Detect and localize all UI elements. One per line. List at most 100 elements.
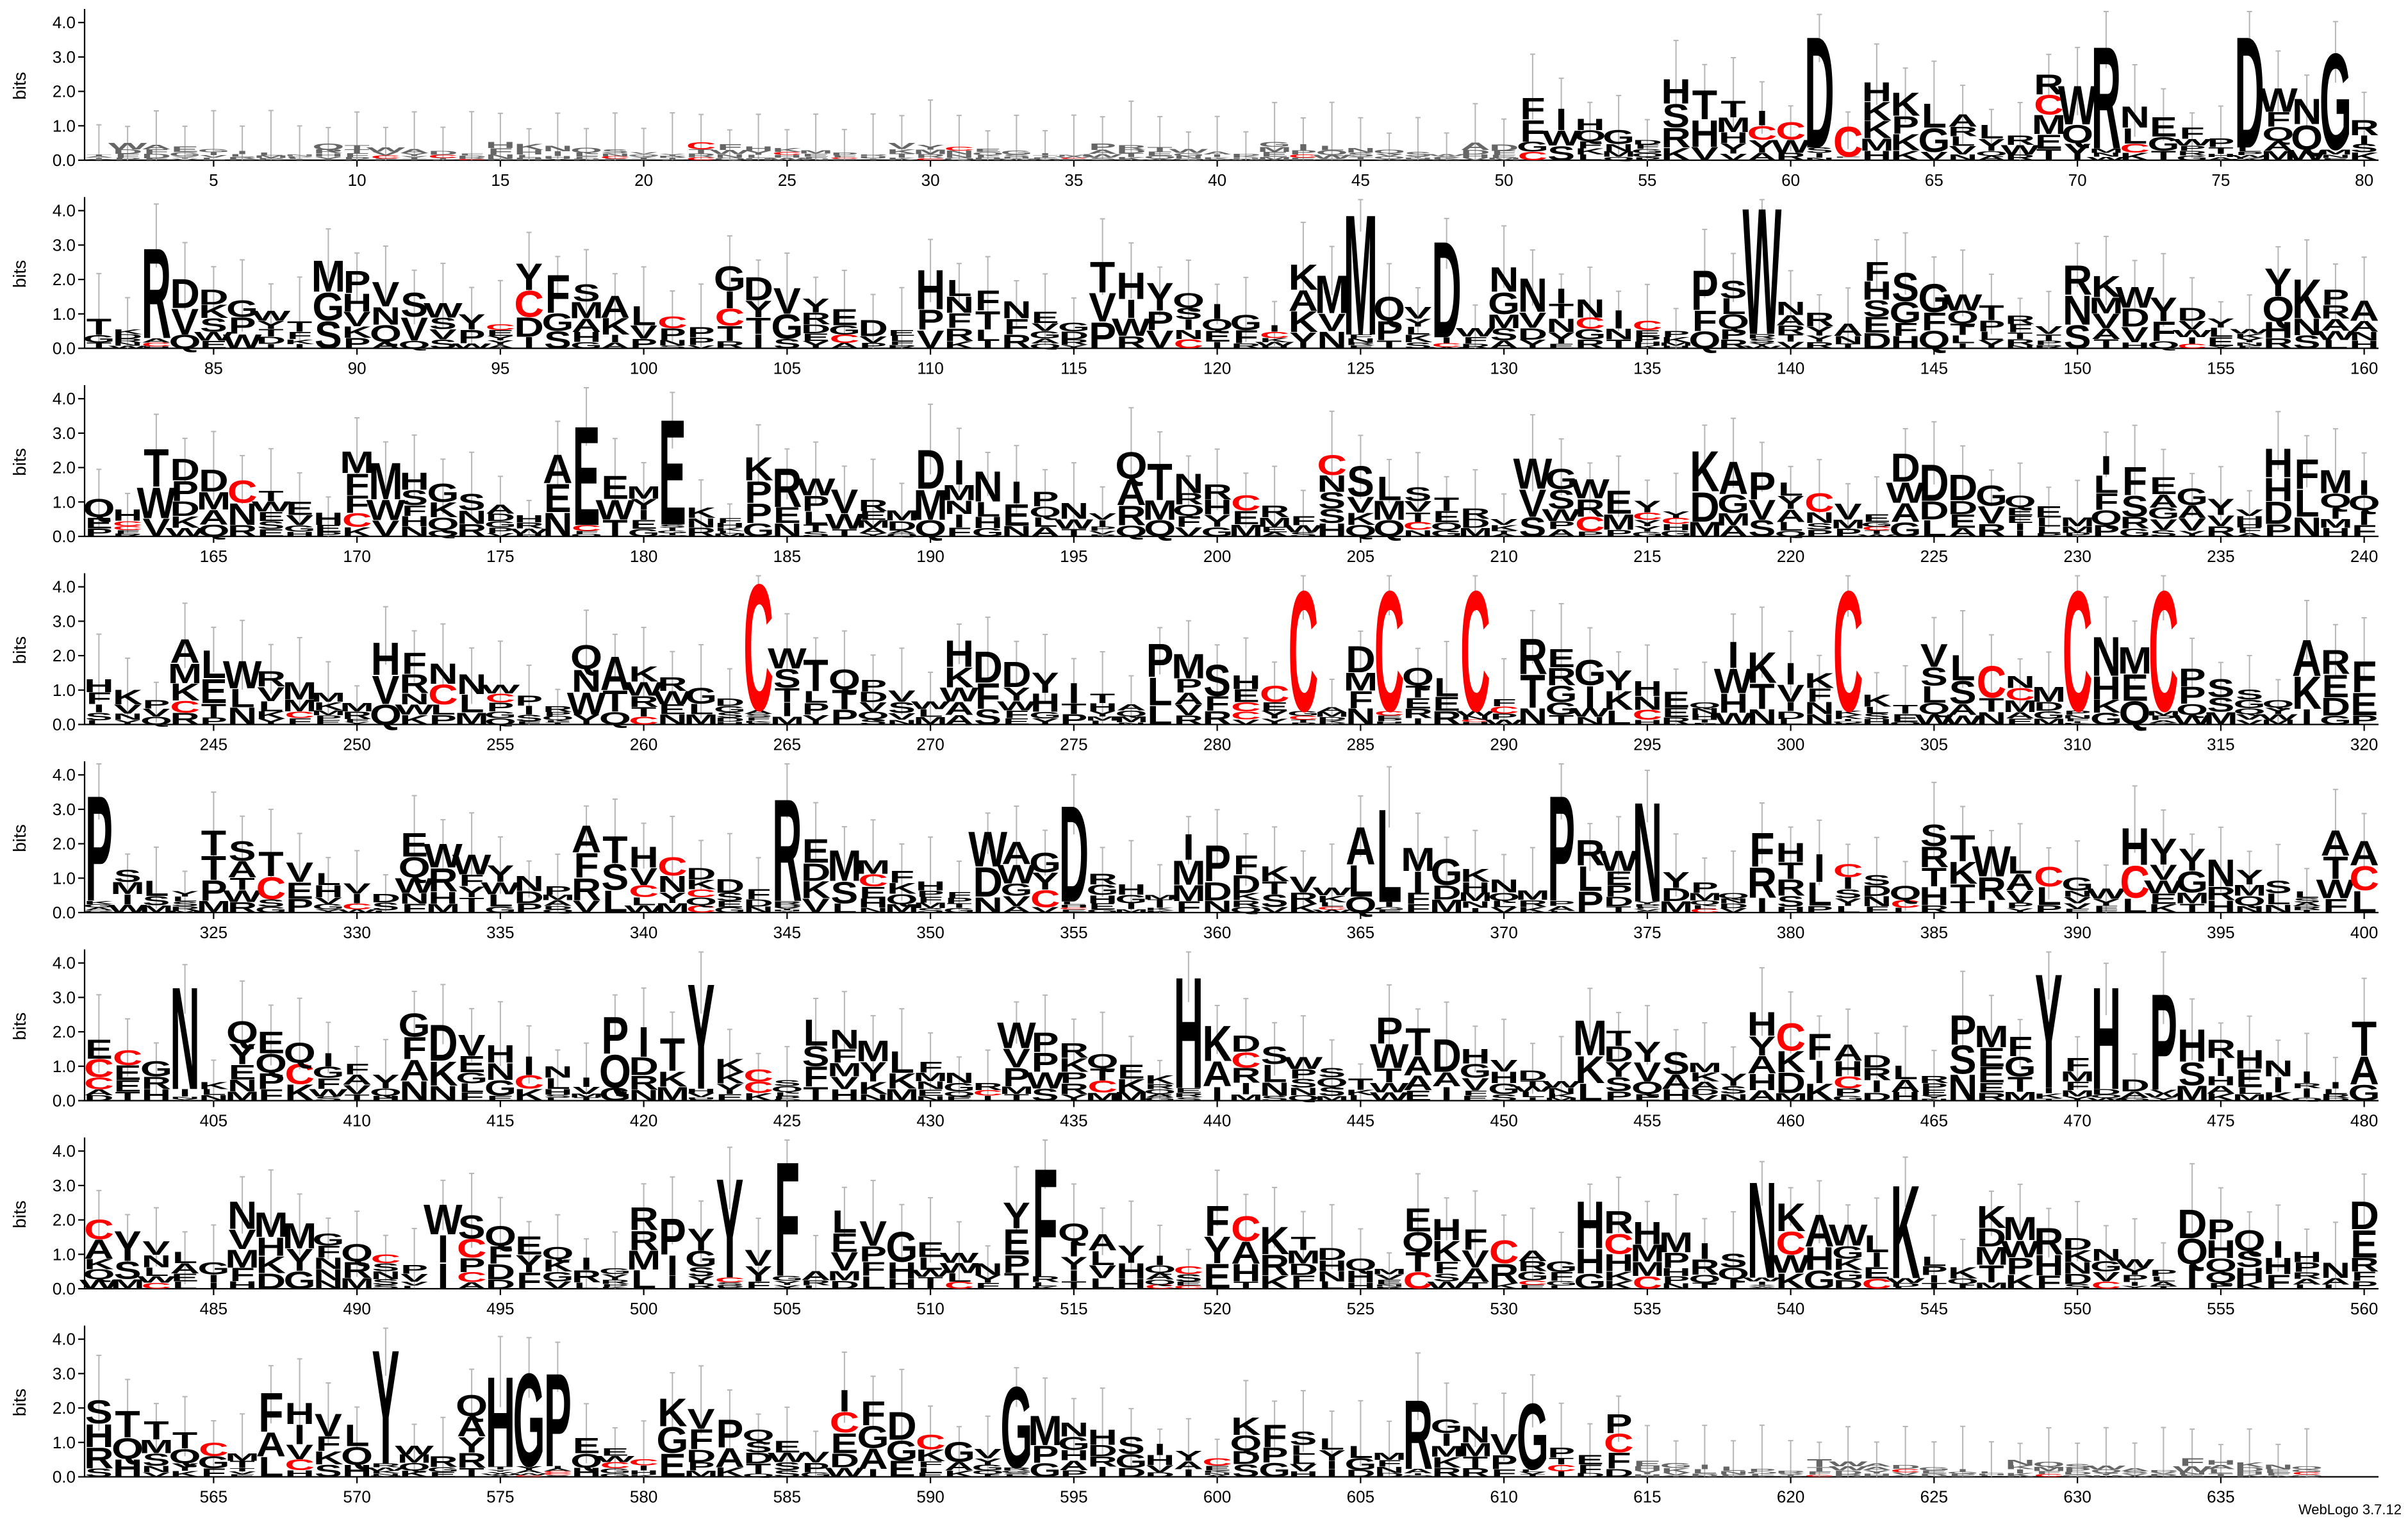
logo-letter: M bbox=[1028, 1407, 1062, 1454]
logo-letter: M bbox=[2089, 147, 2123, 154]
logo-letter: M bbox=[1974, 1020, 2009, 1054]
logo-letter: I bbox=[1556, 103, 1567, 137]
y-axis-label: bits bbox=[10, 260, 29, 288]
logo-letter: N bbox=[1776, 298, 1806, 319]
logo-letter: M bbox=[1372, 1268, 1406, 1276]
logo-letter: N bbox=[2321, 153, 2351, 159]
logo-letter: F bbox=[1491, 150, 1516, 156]
logo-letter: P bbox=[1089, 314, 1116, 356]
logo-letter: F bbox=[717, 517, 742, 524]
logo-letter: K bbox=[2349, 150, 2379, 162]
logo-letter: H bbox=[543, 156, 573, 160]
y-tick-label: 4.0 bbox=[53, 389, 76, 408]
logo-letter: H bbox=[342, 288, 372, 317]
logo-letter: A bbox=[84, 156, 114, 158]
x-tick-label: 500 bbox=[630, 1299, 657, 1318]
logo-letter: E bbox=[2150, 112, 2177, 143]
logo-letter: Y bbox=[1720, 140, 1747, 157]
logo-letter: G bbox=[1029, 329, 1061, 341]
logo-letter: L bbox=[201, 157, 226, 161]
logo-letter: R bbox=[657, 673, 688, 695]
y-tick-label: 0.0 bbox=[53, 903, 76, 922]
logo-letter: S bbox=[2236, 687, 2263, 703]
logo-letter: V bbox=[688, 344, 716, 349]
logo-letter: N bbox=[1317, 327, 1347, 354]
logo-letter: P bbox=[859, 677, 887, 695]
x-tick-label: 435 bbox=[1060, 1111, 1087, 1130]
logo-letter: D bbox=[1346, 639, 1376, 680]
logo-letter: L bbox=[1778, 478, 1803, 499]
logo-letter: T bbox=[1434, 494, 1459, 515]
logo-letter: K bbox=[1776, 1196, 1806, 1239]
logo-letter: G bbox=[1230, 310, 1262, 335]
logo-letter: A bbox=[1460, 140, 1490, 153]
logo-letter: G bbox=[771, 307, 803, 346]
logo-letter: M bbox=[2318, 463, 2353, 500]
logo-letter: A bbox=[600, 340, 631, 350]
logo-letter: P bbox=[688, 324, 715, 341]
logo-letter: K bbox=[2292, 269, 2322, 331]
logo-letter: L bbox=[746, 154, 771, 159]
logo-letter: T bbox=[1692, 81, 1717, 129]
logo-letter: S bbox=[1892, 265, 1919, 310]
logo-letter: D bbox=[170, 270, 200, 317]
y-tick-label: 0.0 bbox=[53, 1091, 76, 1111]
logo-letter: D bbox=[199, 285, 229, 309]
logo-letter: W bbox=[481, 682, 520, 697]
logo-letter: D bbox=[113, 148, 143, 155]
y-tick-label: 1.0 bbox=[53, 304, 76, 324]
logo-letter: I bbox=[1556, 284, 1567, 308]
logo-letter: P bbox=[2179, 144, 2206, 152]
logo-letter: L bbox=[144, 876, 169, 900]
logo-letter: A bbox=[1374, 158, 1405, 160]
logo-letter-main: G bbox=[513, 1346, 545, 1494]
logo-letter: M bbox=[340, 701, 374, 715]
logo-letter: Q bbox=[1402, 663, 1434, 691]
logo-letter: H bbox=[313, 509, 343, 529]
logo-letter: G bbox=[399, 1007, 431, 1044]
logo-letter: E bbox=[1576, 1452, 1604, 1467]
logo-letter: W bbox=[997, 158, 1036, 161]
logo-letter: H bbox=[1260, 345, 1290, 349]
logo-letter: H bbox=[142, 346, 172, 349]
x-tick-label: 160 bbox=[2350, 359, 2378, 378]
logo-letter: T bbox=[1376, 338, 1402, 351]
logo-letter: Q bbox=[169, 331, 201, 352]
x-tick-label: 150 bbox=[2063, 359, 2091, 378]
logo-letter: A bbox=[1747, 151, 1777, 163]
logo-letter: K bbox=[1231, 155, 1261, 158]
logo-letter: P bbox=[1691, 260, 1719, 322]
y-tick-label: 3.0 bbox=[53, 1364, 76, 1383]
logo-letter: C bbox=[113, 1046, 143, 1070]
logo-letter: N bbox=[543, 144, 573, 153]
logo-letter-main: C bbox=[1289, 556, 1319, 748]
logo-letter: F bbox=[1463, 1223, 1488, 1255]
logo-letter: H bbox=[514, 149, 544, 156]
logo-letter: H bbox=[1087, 1425, 1117, 1450]
logo-letter: I bbox=[294, 159, 306, 161]
logo-letter: I bbox=[2100, 451, 2112, 481]
logo-letter: S bbox=[1117, 1432, 1145, 1459]
logo-letter: A bbox=[2349, 834, 2379, 873]
logo-letter: V bbox=[630, 322, 658, 343]
logo-letter: N bbox=[657, 338, 688, 347]
logo-letter: F bbox=[115, 153, 140, 159]
logo-letter: Q bbox=[1688, 700, 1720, 710]
logo-letter: P bbox=[1404, 159, 1431, 161]
logo-letter: K bbox=[2234, 157, 2264, 159]
logo-letter: H bbox=[572, 329, 602, 345]
logo-letter: N bbox=[1346, 338, 1376, 343]
logo-letter: N bbox=[944, 292, 975, 318]
y-tick-label: 1.0 bbox=[53, 1245, 76, 1264]
logo-letter: Y bbox=[1720, 1070, 1747, 1090]
logo-letter: I bbox=[2359, 133, 2370, 147]
logo-letter: V bbox=[917, 326, 944, 354]
logo-letter: N bbox=[1948, 153, 1978, 162]
logo-letter: C bbox=[1260, 682, 1290, 707]
x-tick-label: 290 bbox=[1490, 735, 1517, 754]
logo-letter: H bbox=[1116, 882, 1146, 898]
logo-letter: H bbox=[514, 157, 544, 161]
logo-letter: V bbox=[1949, 144, 1977, 158]
logo-letter: M bbox=[1372, 1451, 1406, 1462]
